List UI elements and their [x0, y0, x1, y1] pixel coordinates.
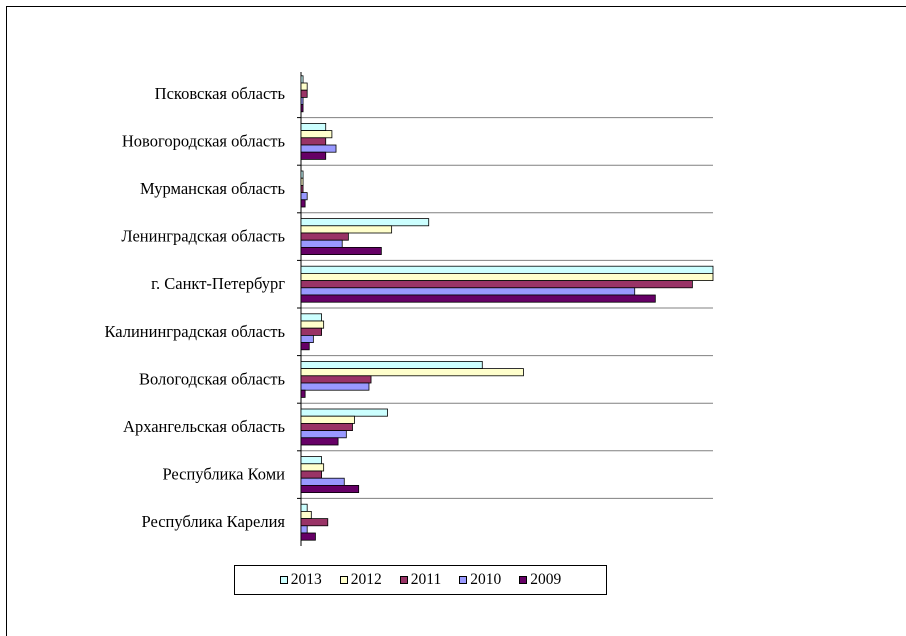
legend-label: 2013 [290, 571, 322, 588]
bar-2012 [300, 130, 333, 139]
bar-2009 [300, 151, 327, 160]
bar-2009 [300, 246, 382, 255]
bar-2010 [300, 525, 308, 534]
category-label: Мурманская область [140, 179, 285, 198]
bar-2012 [300, 272, 714, 281]
bar-2011 [300, 184, 304, 193]
chart-frame [6, 6, 906, 636]
bar-2013 [300, 503, 308, 512]
bar-2010 [300, 287, 636, 296]
chart-legend: 2013 2012 2011 2010 2009 [234, 565, 607, 595]
bar-2010 [300, 97, 304, 106]
category-label: Архангельская область [123, 417, 285, 436]
category-label: г. Санкт-Петербург [151, 274, 285, 293]
bar-2009 [300, 199, 306, 208]
bar-2013 [300, 75, 304, 84]
bar-2010 [300, 334, 314, 343]
bar-2009 [300, 104, 304, 113]
bar-2011 [300, 422, 353, 431]
bar-2013 [300, 218, 430, 227]
bar-2010 [300, 144, 337, 153]
bar-2009 [300, 342, 310, 351]
legend-item: 2010 [459, 571, 501, 589]
bar-2011 [300, 280, 693, 289]
legend-swatch [279, 576, 288, 584]
category-label: Псковская область [155, 84, 286, 103]
bar-2010 [300, 430, 347, 439]
legend-swatch [399, 576, 408, 584]
bar-2012 [300, 510, 312, 519]
bar-2013 [300, 313, 323, 322]
bar-2012 [300, 177, 304, 186]
bar-2011 [300, 327, 323, 336]
legend-item: 2011 [399, 571, 442, 589]
bar-2009 [300, 294, 656, 303]
bar-2012 [300, 463, 325, 472]
category-label: Республика Коми [162, 465, 285, 484]
bar-2012 [300, 82, 308, 91]
bar-2013 [300, 456, 323, 465]
legend-swatch [459, 576, 468, 584]
bar-2009 [300, 532, 316, 541]
bar-2013 [300, 265, 714, 274]
category-label: Вологодская область [139, 369, 286, 388]
bar-2010 [300, 239, 343, 248]
bar-2013 [300, 123, 327, 132]
legend-swatch [339, 576, 348, 584]
bar-2009 [300, 437, 339, 446]
category-label: Калининградская область [104, 322, 285, 341]
bar-2013 [300, 360, 483, 369]
bar-2011 [300, 518, 329, 527]
category-label: Ленинградская область [121, 227, 285, 246]
bar-2012 [300, 368, 524, 377]
bar-2010 [300, 477, 345, 486]
bar-2011 [300, 470, 323, 479]
bar-2013 [300, 408, 388, 417]
bar-2011 [300, 375, 372, 384]
legend-label: 2012 [350, 571, 382, 588]
legend-label: 2009 [530, 571, 562, 588]
category-label: Новогородская область [122, 131, 286, 150]
bar-2010 [300, 382, 370, 391]
bar-2010 [300, 192, 308, 201]
bar-2009 [300, 484, 360, 493]
legend-item: 2013 [279, 571, 322, 589]
legend-item: 2012 [339, 571, 382, 589]
bar-2012 [300, 415, 355, 424]
category-label: Республика Карелия [142, 512, 286, 531]
bar-2011 [300, 232, 349, 241]
legend-label: 2011 [410, 571, 442, 588]
bar-2012 [300, 320, 325, 329]
legend-swatch [519, 576, 528, 584]
bar-2012 [300, 225, 393, 234]
bar-2011 [300, 137, 327, 146]
legend-label: 2010 [470, 571, 502, 588]
legend-item: 2009 [519, 571, 561, 589]
bar-2013 [300, 170, 304, 179]
bar-2009 [300, 389, 306, 398]
bar-2011 [300, 89, 308, 98]
